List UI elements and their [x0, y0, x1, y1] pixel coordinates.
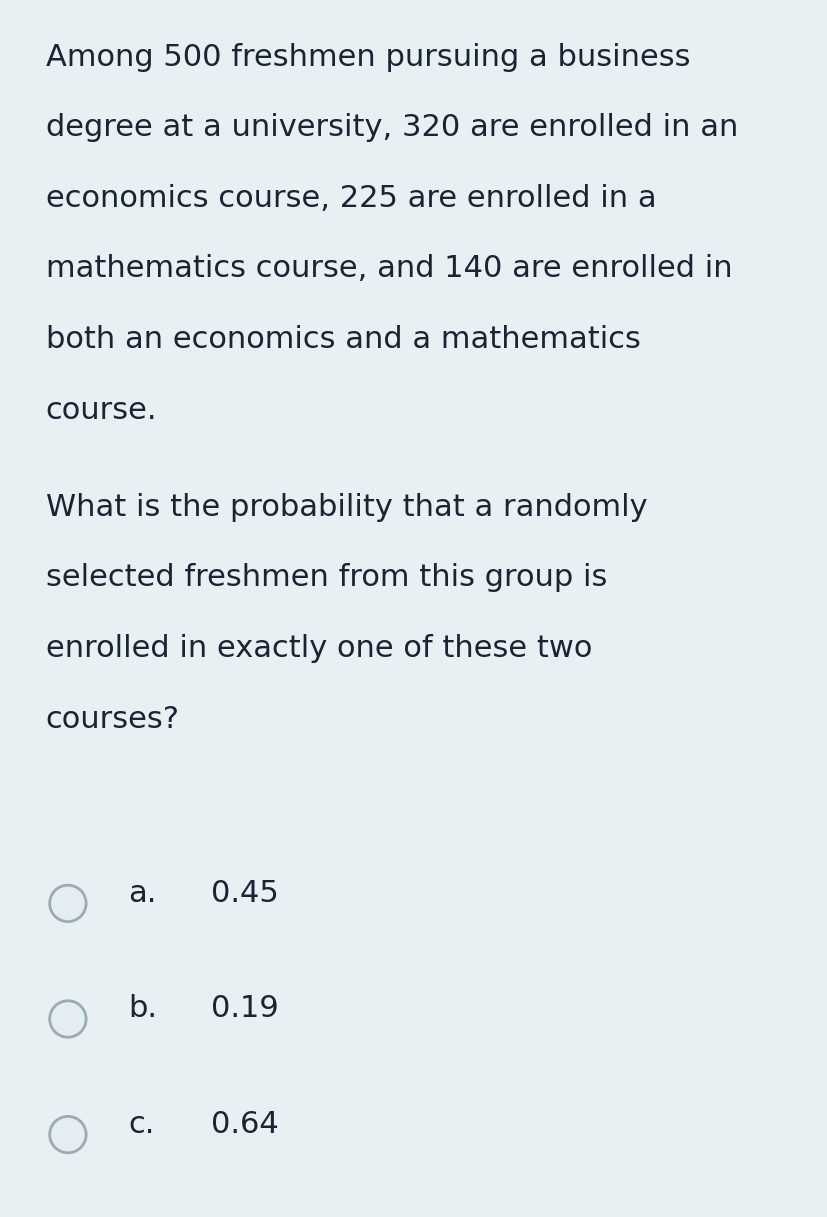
Text: c.: c.: [128, 1110, 155, 1139]
Text: economics course, 225 are enrolled in a: economics course, 225 are enrolled in a: [45, 184, 655, 213]
Text: both an economics and a mathematics: both an economics and a mathematics: [45, 325, 639, 354]
Text: What is the probability that a randomly: What is the probability that a randomly: [45, 493, 647, 522]
Text: mathematics course, and 140 are enrolled in: mathematics course, and 140 are enrolled…: [45, 254, 731, 284]
Ellipse shape: [50, 1116, 86, 1152]
Ellipse shape: [50, 885, 86, 921]
Text: 0.45: 0.45: [211, 879, 279, 908]
Text: selected freshmen from this group is: selected freshmen from this group is: [45, 563, 606, 593]
Text: 0.64: 0.64: [211, 1110, 279, 1139]
Text: degree at a university, 320 are enrolled in an: degree at a university, 320 are enrolled…: [45, 113, 737, 142]
Text: a.: a.: [128, 879, 156, 908]
Text: b.: b.: [128, 994, 157, 1023]
Text: enrolled in exactly one of these two: enrolled in exactly one of these two: [45, 634, 591, 663]
Text: course.: course.: [45, 396, 157, 425]
Ellipse shape: [50, 1000, 86, 1037]
Text: courses?: courses?: [45, 705, 179, 734]
Text: Among 500 freshmen pursuing a business: Among 500 freshmen pursuing a business: [45, 43, 689, 72]
Text: 0.19: 0.19: [211, 994, 279, 1023]
